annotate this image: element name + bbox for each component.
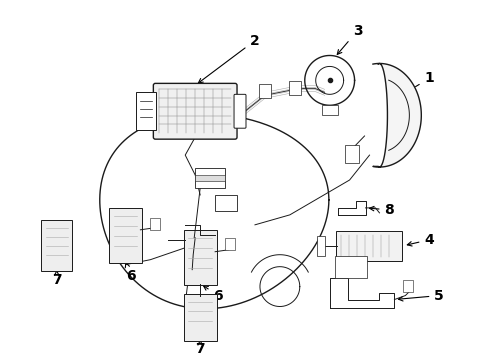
Text: 3: 3 <box>337 23 363 54</box>
FancyBboxPatch shape <box>153 84 237 139</box>
FancyBboxPatch shape <box>109 208 142 263</box>
Text: 1: 1 <box>388 71 434 103</box>
Bar <box>289 81 301 95</box>
Bar <box>259 84 271 98</box>
FancyBboxPatch shape <box>184 230 217 285</box>
FancyBboxPatch shape <box>336 231 402 261</box>
Polygon shape <box>373 63 421 167</box>
FancyBboxPatch shape <box>184 294 217 341</box>
FancyBboxPatch shape <box>41 220 72 271</box>
Bar <box>150 218 160 230</box>
Bar <box>403 280 414 292</box>
Bar <box>225 238 235 250</box>
Bar <box>335 256 367 278</box>
Polygon shape <box>330 278 394 307</box>
Text: 7: 7 <box>196 339 205 356</box>
Bar <box>317 236 325 256</box>
Text: 6: 6 <box>203 286 223 302</box>
Bar <box>344 145 359 163</box>
Text: 7: 7 <box>52 270 62 287</box>
Bar <box>322 105 338 115</box>
Text: 2: 2 <box>198 33 260 83</box>
Bar <box>215 195 237 211</box>
Text: 4: 4 <box>407 233 434 247</box>
Polygon shape <box>338 201 366 215</box>
FancyBboxPatch shape <box>234 94 246 128</box>
Text: 8: 8 <box>369 203 394 217</box>
Text: 5: 5 <box>398 289 444 302</box>
Text: 6: 6 <box>125 263 135 283</box>
FancyBboxPatch shape <box>136 92 156 130</box>
Bar <box>195 175 225 181</box>
Bar <box>195 168 225 188</box>
